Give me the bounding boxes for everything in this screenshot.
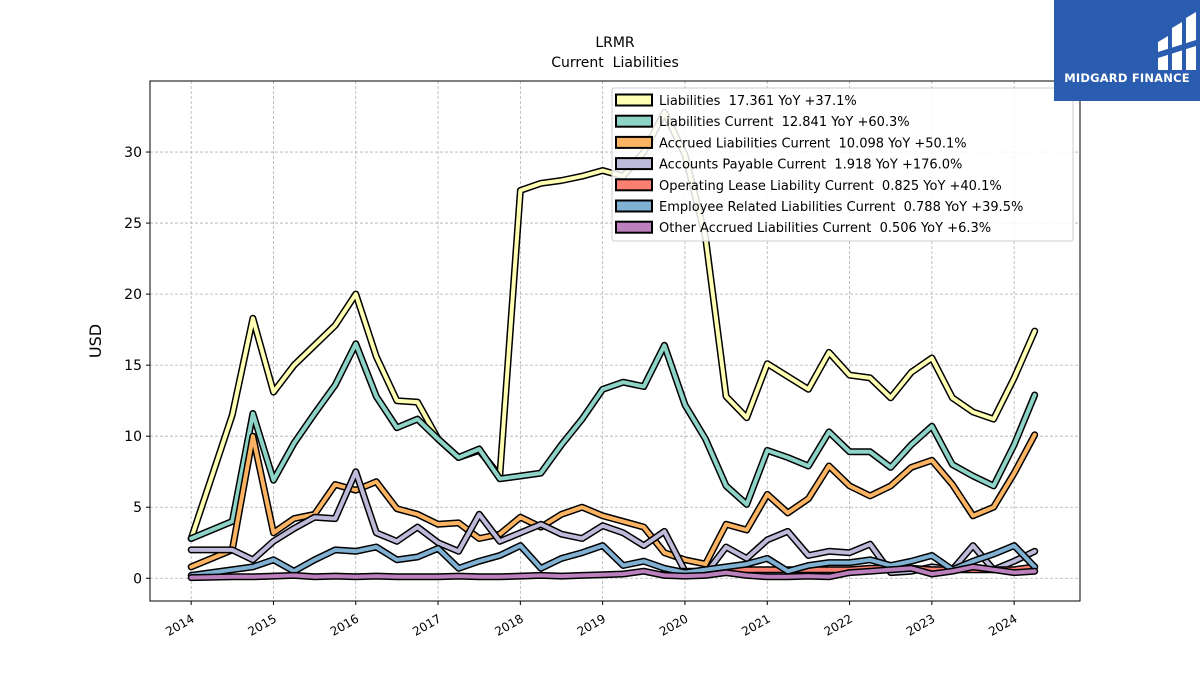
legend-entry-1: Liabilities Current 12.841 YoY +60.3%	[659, 115, 910, 130]
x-tick-label: 2019	[575, 611, 608, 638]
x-tick-label: 2023	[904, 611, 937, 638]
series-line-2	[189, 432, 1037, 569]
legend: Liabilities 17.361 YoY +37.1% Liabilities…	[611, 87, 1074, 242]
x-tick-label: 2020	[657, 611, 690, 638]
legend-entry-6: Other Accrued Liabilities Current 0.506 …	[659, 221, 991, 236]
legend-swatch-4	[615, 178, 653, 192]
legend-swatch-1	[615, 114, 653, 128]
y-axis-ticks: 0 5 10 15 20 25 30	[124, 145, 150, 587]
legend-box	[611, 87, 1074, 242]
series-line-1	[189, 341, 1037, 541]
y-axis-label: USD	[86, 324, 105, 358]
y-tick-label: 25	[124, 216, 142, 232]
x-tick-label: 2022	[822, 611, 855, 638]
x-tick-label: 2014	[163, 611, 196, 638]
y-tick-label: 20	[124, 287, 142, 303]
x-tick-label: 2017	[410, 611, 443, 638]
legend-entry-4: Operating Lease Liability Current 0.825 …	[659, 179, 1002, 194]
legend-entry-3: Accounts Payable Current 1.918 YoY +176.…	[659, 158, 962, 173]
y-tick-label: 15	[124, 358, 142, 374]
y-tick-label: 30	[124, 145, 142, 161]
y-tick-label: 10	[124, 429, 142, 445]
legend-swatch-2	[615, 135, 653, 149]
plot-area-frame	[149, 80, 1081, 602]
legend-swatch-5	[615, 199, 653, 213]
legend-swatch-6	[615, 220, 653, 234]
chart-subtitle: Current Liabilities	[551, 55, 679, 71]
brand-name: MIDGARD FINANCE	[1064, 71, 1190, 85]
midgard-logo-mark-icon	[1158, 12, 1196, 70]
brand-logo: MIDGARD FINANCE	[1054, 0, 1200, 101]
legend-entry-5: Employee Related Liabilities Current 0.7…	[659, 200, 1023, 215]
x-tick-label: 2015	[245, 611, 278, 638]
series-line-5	[189, 543, 1037, 578]
x-axis-ticks: 2014 2015 2016 2017 2018 2019 2020 2021 2022 2023…	[163, 601, 1020, 639]
legend-entry-0: Liabilities 17.361 YoY +37.1%	[659, 94, 857, 109]
legend-entry-2: Accrued Liabilities Current 10.098 YoY +…	[659, 136, 967, 151]
x-tick-label: 2016	[328, 611, 361, 638]
legend-swatch-3	[615, 157, 653, 171]
legend-swatch-0	[615, 93, 653, 107]
series-line-6	[189, 564, 1037, 580]
y-tick-label: 0	[133, 571, 142, 587]
x-tick-label: 2024	[986, 611, 1019, 638]
x-tick-label: 2021	[739, 611, 772, 638]
x-tick-label: 2018	[492, 611, 525, 638]
y-tick-label: 5	[133, 500, 142, 516]
chart-title: LRMR	[595, 35, 635, 51]
series-outline-2	[187, 431, 1039, 571]
